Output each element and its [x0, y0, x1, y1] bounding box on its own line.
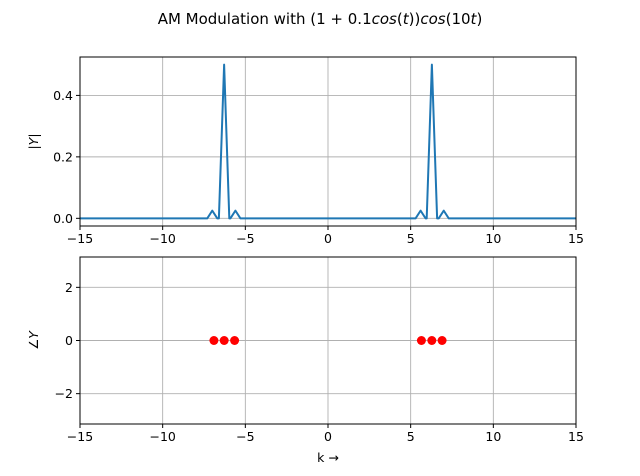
- magnitude-ytick-label-2: 0.4: [53, 88, 73, 103]
- figure-title: AM Modulation with (1 + 0.1cos(t))cos(10…: [158, 10, 483, 28]
- phase-xtick-label-1: −10: [149, 429, 175, 444]
- magnitude-xtick-label-1: −10: [149, 231, 175, 246]
- phase-point-1: [219, 336, 229, 345]
- magnitude-ytick-label-0: 0.0: [53, 211, 73, 226]
- phase-ytick-label-2: 2: [65, 280, 73, 295]
- magnitude-ytick-label-1: 0.2: [53, 149, 73, 164]
- phase-xtick-label-6: 15: [568, 429, 584, 444]
- phase-ylabel: ∠Y: [26, 330, 41, 350]
- phase-xtick-label-0: −15: [67, 429, 93, 444]
- magnitude-xtick-label-5: 10: [485, 231, 501, 246]
- phase-point-4: [427, 336, 437, 345]
- phase-ytick-label-1: 0: [65, 333, 73, 348]
- magnitude-xtick-label-4: 5: [407, 231, 415, 246]
- magnitude-series-line: [80, 63, 576, 220]
- magnitude-panel: −15 −10 −5 0 5 10 15 0.0 0.2 0.4 |Y|: [26, 56, 584, 246]
- phase-point-0: [209, 336, 219, 345]
- phase-xtick-label-5: 10: [485, 429, 501, 444]
- phase-xtick-label-4: 5: [407, 429, 415, 444]
- magnitude-xtick-label-0: −15: [67, 231, 93, 246]
- magnitude-xtick-label-6: 15: [568, 231, 584, 246]
- phase-point-5: [437, 336, 447, 345]
- phase-xtick-label-3: 0: [324, 429, 332, 444]
- phase-point-3: [416, 336, 426, 345]
- phase-panel: −15 −10 −5 0 5 10 15 −2 0 2 ∠Y k →: [26, 256, 584, 465]
- phase-xlabel: k →: [317, 450, 339, 465]
- magnitude-xtick-label-3: 0: [324, 231, 332, 246]
- magnitude-ylabel: |Y|: [26, 133, 41, 149]
- magnitude-xtick-label-2: −5: [236, 231, 254, 246]
- phase-ytick-label-0: −2: [55, 386, 73, 401]
- phase-xtick-label-2: −5: [236, 429, 254, 444]
- phase-point-2: [230, 336, 240, 345]
